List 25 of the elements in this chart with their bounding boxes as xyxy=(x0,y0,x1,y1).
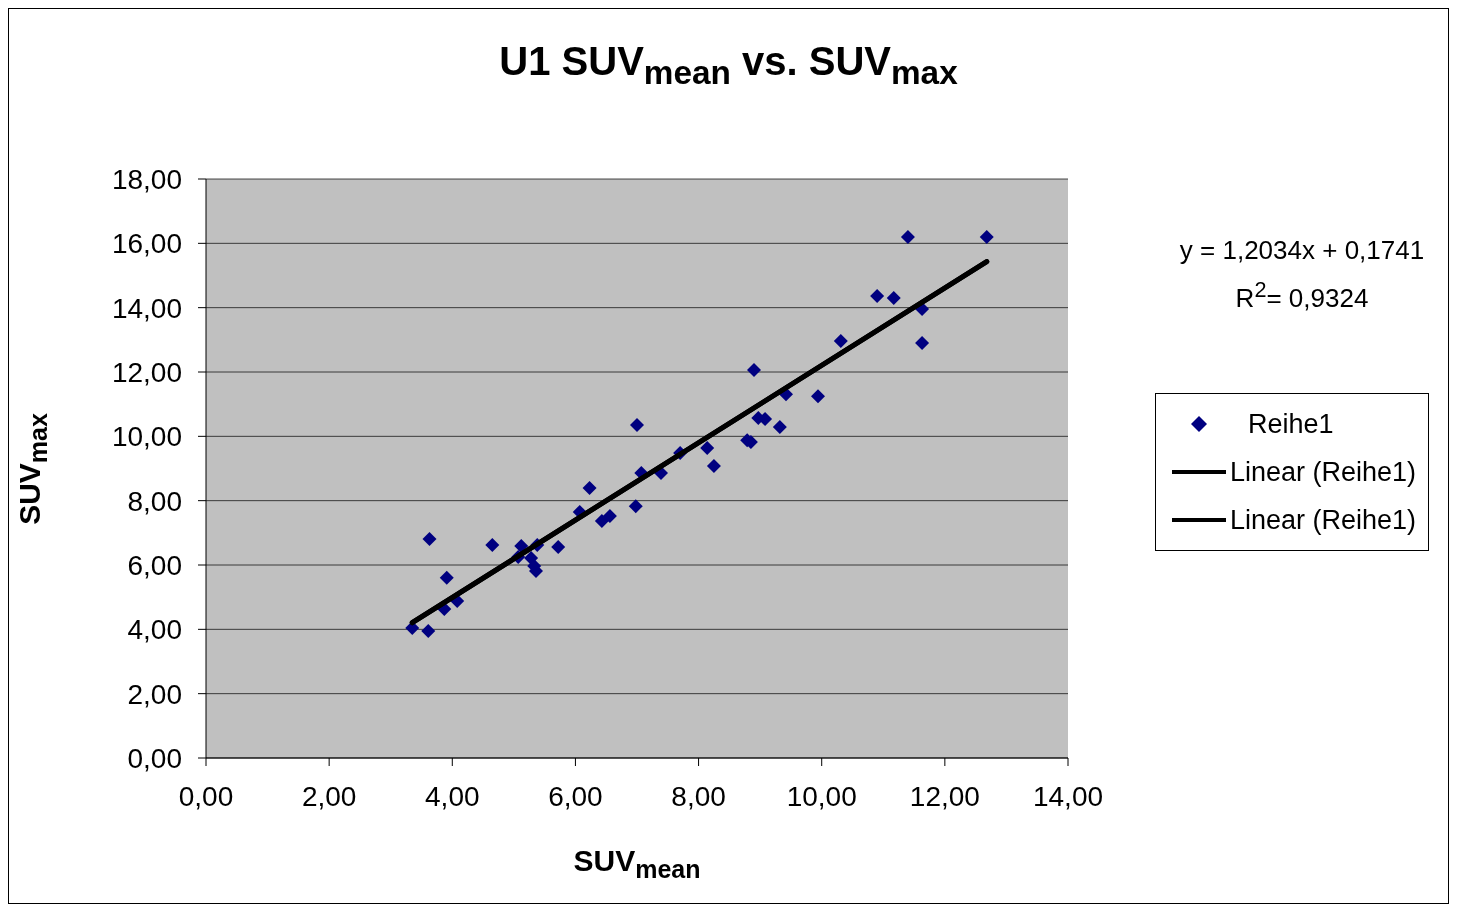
y-tick-label: 16,00 xyxy=(111,228,182,260)
x-tick-label: 2,00 xyxy=(301,780,357,812)
legend-label: Linear (Reihe1) xyxy=(1230,504,1417,536)
y-tick-label: 18,00 xyxy=(111,163,182,195)
text: R$^{2}$= 0,9324 xyxy=(1235,277,1369,313)
x-tick-label: 12,00 xyxy=(909,780,980,812)
y-tick-label: 12,00 xyxy=(111,356,182,388)
legend-label: Reihe1 xyxy=(1248,408,1334,440)
chart-title: U1 SUV$_{mean}$ vs. SUV$_{max}$ xyxy=(499,39,958,91)
x-tick-label: 14,00 xyxy=(1032,780,1104,812)
x-tick-label: 4,00 xyxy=(425,780,480,812)
y-tick-label: 14,00 xyxy=(111,292,182,324)
y-tick-label: 4,00 xyxy=(127,614,182,646)
y-tick-label: 8,00 xyxy=(127,485,182,517)
legend-label: Linear (Reihe1) xyxy=(1230,456,1417,488)
x-tick-label: 6,00 xyxy=(548,780,603,812)
y-tick-label: 0,00 xyxy=(127,742,182,774)
x-tick-label: 8,00 xyxy=(671,780,726,812)
text: y = 1,2034x + 0,1741 xyxy=(1179,235,1425,265)
x-tick-label: 10,00 xyxy=(786,780,857,812)
y-tick-label: 10,00 xyxy=(111,421,182,453)
y-tick-label: 6,00 xyxy=(127,549,182,581)
x-axis-title: SUV$_{mean}$ xyxy=(573,844,701,883)
y-tick-label: 2,00 xyxy=(127,678,182,710)
x-tick-label: 0,00 xyxy=(178,780,234,812)
